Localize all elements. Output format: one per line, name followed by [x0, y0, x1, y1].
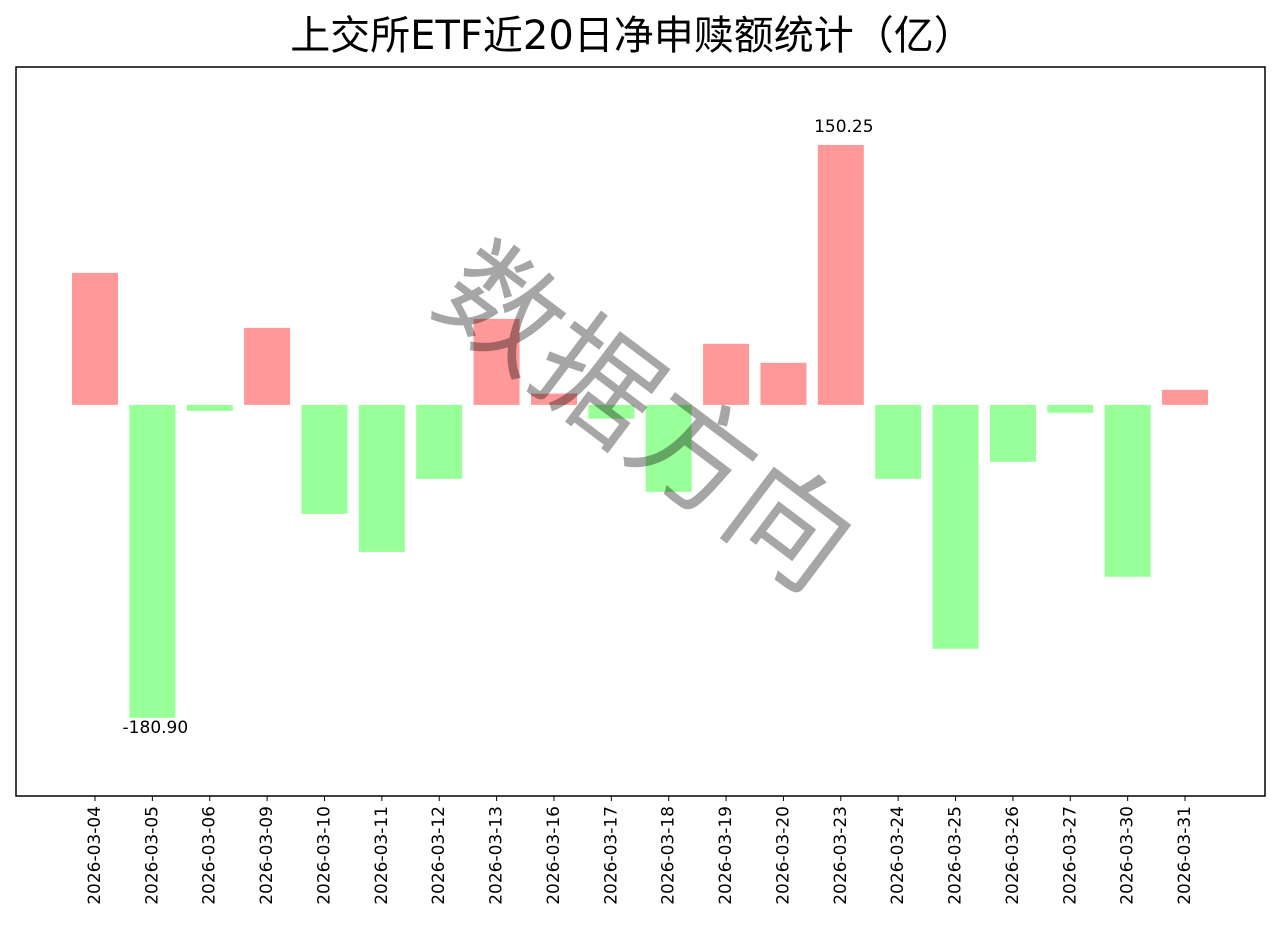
bar	[1047, 404, 1094, 413]
watermark: 数据方向	[411, 219, 878, 619]
bar	[875, 404, 922, 479]
bar	[932, 404, 979, 649]
bar	[416, 404, 463, 479]
x-tick-label: 2026-03-17	[601, 806, 621, 905]
x-tick-label: 2026-03-05	[142, 806, 162, 905]
bar	[703, 343, 750, 405]
x-tick-label: 2026-03-18	[659, 806, 679, 905]
bar	[1162, 389, 1209, 405]
bar	[473, 318, 520, 405]
x-tick-label: 2026-03-04	[85, 806, 105, 905]
bar	[186, 404, 233, 411]
bar	[358, 404, 405, 552]
x-tick-label: 2026-03-06	[200, 806, 220, 905]
bar	[588, 404, 635, 419]
bar	[530, 393, 577, 405]
x-tick-label: 2026-03-19	[716, 806, 736, 905]
bar	[817, 144, 864, 405]
x-tick-label: 2026-03-11	[372, 806, 392, 905]
x-tick-label: 2026-03-09	[257, 806, 277, 905]
x-tick-label: 2026-03-31	[1175, 806, 1195, 905]
x-tick-label: 2026-03-30	[1118, 806, 1138, 905]
bar	[244, 327, 291, 405]
value-label: -180.90	[123, 718, 189, 738]
x-tick-label: 2026-03-25	[946, 806, 966, 905]
bar	[129, 404, 176, 718]
bar	[760, 362, 807, 405]
chart-title: 上交所ETF近20日净申赎额统计（亿）	[290, 13, 974, 59]
bar	[1104, 404, 1151, 577]
bar	[301, 404, 348, 514]
bar	[645, 404, 692, 492]
x-tick-label: 2026-03-20	[773, 806, 793, 905]
axes-frame	[15, 66, 1266, 797]
x-tick-label: 2026-03-23	[831, 806, 851, 905]
x-tick-label: 2026-03-26	[1003, 806, 1023, 905]
x-tick-label: 2026-03-27	[1060, 806, 1080, 905]
x-tick-label: 2026-03-16	[544, 806, 564, 905]
x-tick-label: 2026-03-13	[487, 806, 507, 905]
bar	[989, 404, 1036, 462]
value-label: 150.25	[814, 117, 873, 137]
x-tick-label: 2026-03-12	[429, 806, 449, 905]
x-tick-label: 2026-03-24	[888, 806, 908, 905]
bar	[72, 272, 118, 405]
x-tick-label: 2026-03-10	[314, 806, 334, 905]
